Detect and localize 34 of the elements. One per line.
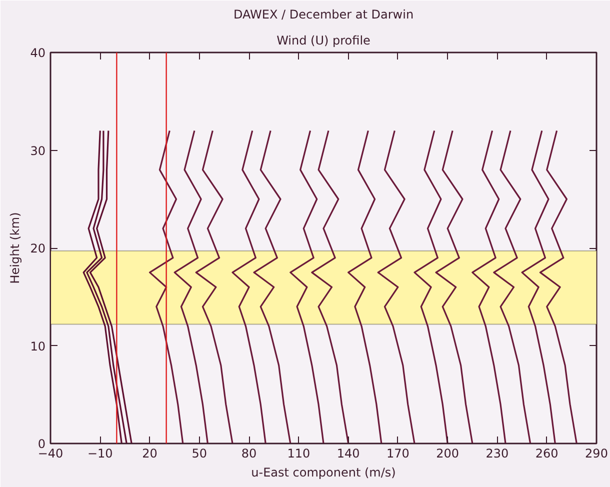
line-series (174, 130, 208, 444)
line-series (148, 130, 184, 444)
x-tick-label: 140 (336, 446, 360, 460)
line-series (472, 130, 506, 444)
line-series (435, 130, 474, 444)
line-series (195, 130, 234, 444)
line-series (493, 130, 532, 444)
y-tick-label: 10 (30, 339, 46, 354)
x-axis-title: u-East component (m/s) (251, 466, 396, 480)
line-series (377, 130, 416, 444)
y-tick-label: 40 (30, 46, 46, 60)
x-tick-label: 170 (386, 446, 410, 460)
line-series (348, 130, 382, 444)
line-series (253, 130, 292, 444)
x-tick-label: 260 (535, 446, 558, 460)
line-series (539, 130, 578, 444)
chart-subtitle: Wind (U) profile (276, 34, 370, 48)
x-tick-label: 50 (192, 446, 208, 460)
line-series (311, 130, 350, 444)
x-tick-label: 20 (142, 446, 158, 460)
chart-title: DAWEX / December at Darwin (233, 8, 414, 22)
x-tick-label: −10 (87, 446, 113, 460)
line-series (290, 130, 324, 444)
line-series (521, 130, 556, 444)
y-axis-title: Height (km) (8, 212, 22, 284)
x-tick-label: 80 (241, 446, 257, 460)
y-tick-label: 30 (30, 144, 46, 158)
y-tick-label: 20 (30, 242, 46, 256)
x-tick-label: 230 (486, 446, 509, 460)
line-series (232, 130, 266, 444)
x-tick-label: 290 (585, 446, 608, 460)
line-series (414, 130, 448, 444)
x-tick-label: 200 (436, 446, 460, 460)
x-tick-label: 110 (287, 446, 310, 460)
